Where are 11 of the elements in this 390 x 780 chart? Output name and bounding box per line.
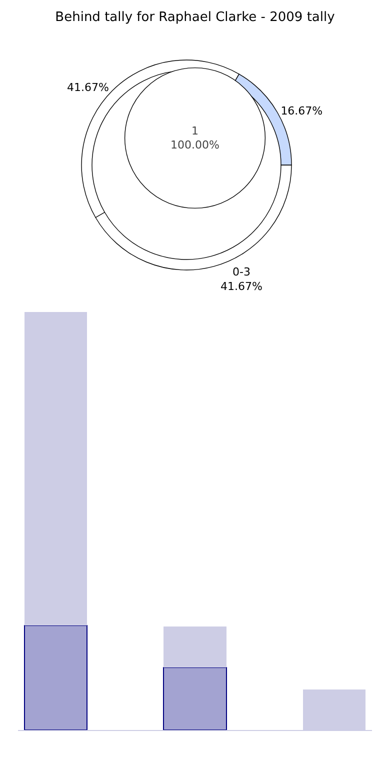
data-label: 100.00% <box>170 138 220 152</box>
bar <box>163 666 227 730</box>
bar <box>24 312 87 626</box>
bar <box>24 625 88 730</box>
data-label: 41.67% <box>67 81 109 94</box>
bar <box>164 626 226 668</box>
chart-title: Behind tally for Raphael Clarke - 2009 tally <box>55 10 336 26</box>
slice-label: 0-3 <box>232 266 250 279</box>
data-label: 16.67% <box>280 104 323 118</box>
slice-label: 1 <box>192 124 198 138</box>
data-label: 41.67% <box>220 280 262 293</box>
